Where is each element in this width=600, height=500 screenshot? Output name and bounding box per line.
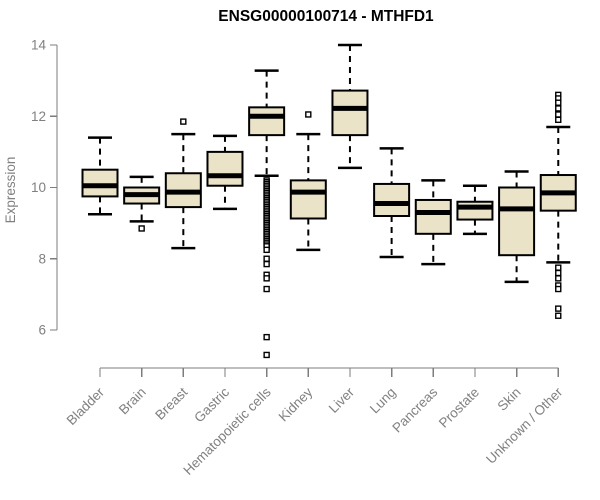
y-tick-label: 8: [38, 251, 46, 266]
outlier-point-hematopoietic-cells: [263, 285, 270, 293]
outlier-point-hematopoietic-cells: [263, 333, 270, 341]
x-tick-label-brain: Brain: [116, 385, 149, 418]
x-tick-label-liver: Liver: [326, 384, 358, 416]
box-liver: [331, 89, 369, 137]
outlier-point-breast: [180, 118, 187, 125]
box-kidney: [289, 179, 327, 220]
outlier-point-brain: [138, 225, 145, 232]
box-skin: [498, 186, 536, 257]
x-tick-label-kidney: Kidney: [276, 384, 316, 424]
box-prostate: [456, 200, 494, 221]
chart-title: ENSG00000100714 - MTHFD1: [218, 8, 434, 25]
outlier-point-hematopoietic-cells: [263, 255, 270, 262]
x-tick-label-gastric: Gastric: [191, 384, 232, 425]
x-tick-label-lung: Lung: [367, 385, 399, 417]
y-tick-label: 14: [31, 38, 47, 53]
outlier-point-kidney: [305, 111, 312, 118]
x-tick-label-pancreas: Pancreas: [389, 384, 440, 435]
y-tick-label: 12: [31, 109, 46, 124]
outlier-point-unknown-other: [555, 305, 562, 312]
outlier-point-unknown-other: [555, 269, 562, 277]
x-tick-label-unknown-other: Unknown / Other: [483, 384, 566, 467]
y-axis-label: Expression: [3, 157, 18, 224]
outlier-point-unknown-other: [555, 116, 562, 124]
outlier-point-hematopoietic-cells: [263, 246, 270, 254]
y-tick-label: 6: [38, 323, 46, 338]
x-tick-label-breast: Breast: [152, 384, 190, 422]
box-pancreas: [414, 198, 452, 235]
outlier-point-unknown-other: [555, 105, 562, 112]
box-hematopoietic-cells: [248, 106, 286, 137]
outlier-point-hematopoietic-cells: [263, 351, 270, 359]
x-tick-label-bladder: Bladder: [64, 384, 108, 428]
x-tick-label-prostate: Prostate: [436, 385, 482, 431]
outlier-point-unknown-other: [555, 99, 562, 106]
outlier-point-hematopoietic-cells: [263, 260, 270, 268]
outlier-point-unknown-other: [555, 111, 562, 118]
box-bladder: [81, 168, 119, 198]
outlier-point-unknown-other: [555, 285, 562, 293]
outlier-point-unknown-other: [555, 312, 562, 319]
outlier-point-unknown-other: [555, 275, 562, 282]
box-lung: [373, 182, 411, 217]
outlier-point-hematopoietic-cells: [263, 275, 270, 282]
box-gastric: [206, 150, 244, 187]
outlier-point-unknown-other: [555, 264, 562, 271]
y-tick-label: 10: [31, 180, 46, 195]
x-tick-label-skin: Skin: [495, 385, 524, 414]
